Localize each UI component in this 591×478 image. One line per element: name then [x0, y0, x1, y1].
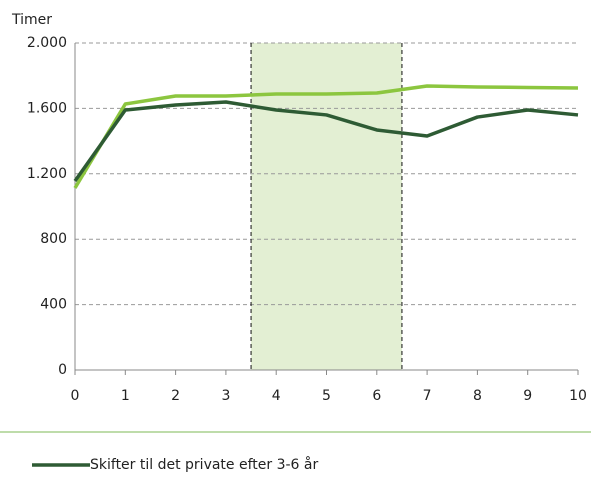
x-tick-label: 8 [473, 388, 482, 404]
legend-label: Skifter til det private efter 3-6 år [90, 456, 318, 473]
x-tick-label: 3 [221, 388, 230, 404]
y-tick-label: 1.600 [27, 100, 67, 116]
y-tick-label: 800 [40, 231, 67, 247]
highlight-band [251, 43, 402, 370]
y-tick-label: 1.200 [27, 166, 67, 182]
x-tick-label: 10 [569, 388, 587, 404]
series-line [73, 100, 579, 183]
x-tick-label: 2 [171, 388, 180, 404]
x-tick-label: 7 [423, 388, 432, 404]
series-line [73, 84, 579, 189]
x-tick-label: 5 [322, 388, 331, 404]
y-tick-label: 2.000 [27, 35, 67, 51]
y-tick-label: 400 [40, 297, 67, 313]
x-tick-label: 0 [71, 388, 80, 404]
y-tick-label: 0 [58, 362, 67, 378]
x-tick-label: 4 [272, 388, 281, 404]
x-tick-label: 1 [121, 388, 130, 404]
y-axis-title: Timer [11, 12, 52, 28]
x-tick-label: 6 [372, 388, 381, 404]
x-tick-label: 9 [523, 388, 532, 404]
